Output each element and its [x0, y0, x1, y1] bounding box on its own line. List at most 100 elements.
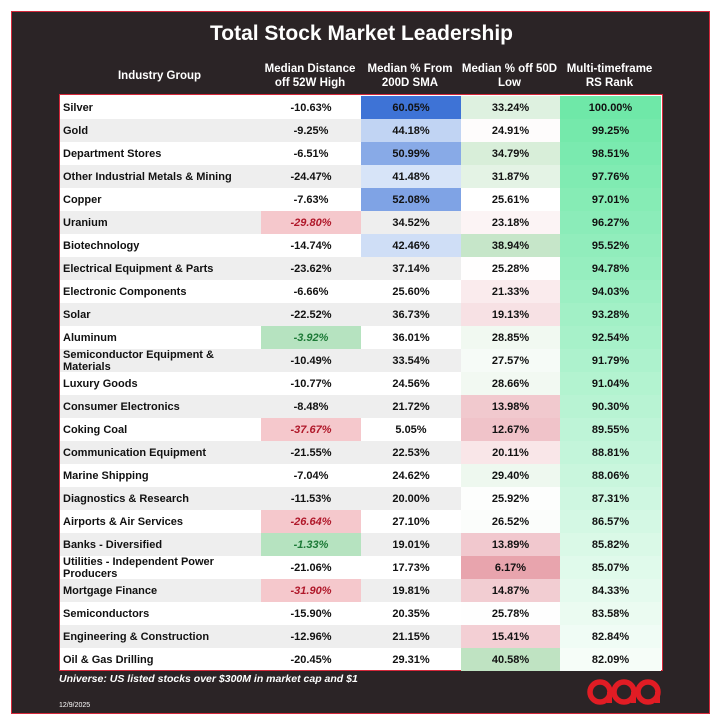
chart-title: Total Stock Market Leadership: [209, 22, 514, 45]
header-line: Median Distance: [264, 63, 356, 75]
cell-rs-rank: 91.79%: [560, 349, 661, 372]
cell-pct-50d-low: 25.78%: [461, 602, 560, 625]
cell-industry-group: Biotechnology: [63, 239, 140, 252]
date-label: 12/9/2025: [59, 702, 91, 709]
brand-logo-icon: [587, 679, 661, 705]
cell-pct-200d-sma: 27.10%: [392, 515, 430, 528]
header-pct-50d-low: Median % off 50D Low: [460, 58, 559, 94]
cell-industry-group: Mortgage Finance: [63, 584, 158, 597]
cell-rs-rank: 95.52%: [560, 234, 661, 257]
cell-pct-200d-sma: 21.15%: [392, 630, 430, 643]
header-line: off 52W High: [274, 77, 346, 89]
table-row: Solar -22.52% 36.73% 19.13% 93.28%: [60, 303, 661, 326]
cell-pct-200d-sma: 41.48%: [361, 165, 461, 188]
cell-dist-52w-high: -9.25%: [293, 124, 329, 137]
cell-rs-rank: 84.33%: [560, 579, 661, 602]
cell-dist-52w-high: -10.49%: [290, 354, 332, 367]
cell-industry-group: Oil & Gas Drilling: [63, 653, 154, 666]
cell-dist-52w-high: -6.66%: [293, 285, 329, 298]
cell-dist-52w-high: -1.33%: [261, 533, 361, 556]
cell-rs-rank: 99.25%: [560, 119, 661, 142]
table-row: Semiconductors -15.90% 20.35% 25.78% 83.58%: [60, 602, 661, 625]
cell-industry-group: Engineering & Construction: [63, 630, 210, 643]
cell-industry-group: Semiconductor Equipment & Materials: [63, 348, 214, 373]
cell-pct-200d-sma: 33.54%: [392, 354, 430, 367]
table-row: Airports & Air Services -26.64% 27.10% 26.5…: [60, 510, 661, 533]
cell-dist-52w-high: -7.63%: [293, 193, 329, 206]
cell-pct-50d-low: 27.57%: [461, 349, 560, 372]
table-header: Industry Group Median Distance off 52W Hig…: [12, 58, 711, 94]
cell-industry-group: Copper: [63, 193, 102, 206]
cell-pct-200d-sma: 22.53%: [392, 446, 430, 459]
cell-dist-52w-high: -31.90%: [261, 579, 361, 602]
table-row: Electrical Equipment & Parts -23.62% 37.14…: [60, 257, 661, 280]
cell-dist-52w-high: -10.77%: [290, 377, 332, 390]
cell-pct-50d-low: 19.13%: [461, 303, 560, 326]
cell-pct-50d-low: 25.92%: [461, 487, 560, 510]
cell-rs-rank: 96.27%: [560, 211, 661, 234]
cell-dist-52w-high: -14.74%: [290, 239, 332, 252]
cell-rs-rank: 87.31%: [560, 487, 661, 510]
cell-dist-52w-high: -21.55%: [290, 446, 332, 459]
cell-industry-group: Communication Equipment: [63, 446, 206, 459]
cell-pct-200d-sma: 24.56%: [392, 377, 430, 390]
cell-pct-200d-sma: 36.73%: [392, 308, 430, 321]
cell-industry-group: Consumer Electronics: [63, 400, 180, 413]
header-line: Median % off 50D: [461, 63, 558, 75]
cell-pct-50d-low: 25.61%: [461, 188, 560, 211]
cell-dist-52w-high: -37.67%: [261, 418, 361, 441]
cell-pct-200d-sma: 42.46%: [361, 234, 461, 257]
cell-dist-52w-high: -23.62%: [290, 262, 332, 275]
cell-rs-rank: 94.78%: [560, 257, 661, 280]
cell-pct-50d-low: 26.52%: [461, 510, 560, 533]
table-row: Biotechnology -14.74% 42.46% 38.94% 95.52%: [60, 234, 661, 257]
cell-rs-rank: 85.82%: [560, 533, 661, 556]
table-row: Consumer Electronics -8.48% 21.72% 13.98% 90…: [60, 395, 661, 418]
cell-rs-rank: 97.01%: [560, 188, 661, 211]
cell-rs-rank: 90.30%: [560, 395, 661, 418]
cell-pct-200d-sma: 44.18%: [361, 119, 461, 142]
cell-pct-200d-sma: 50.99%: [361, 142, 461, 165]
table-row: Mortgage Finance -31.90% 19.81% 14.87% 84.33…: [60, 579, 661, 602]
cell-rs-rank: 92.54%: [560, 326, 661, 349]
table-row: Uranium -29.80% 34.52% 23.18% 96.27%: [60, 211, 661, 234]
cell-pct-200d-sma: 52.08%: [361, 188, 461, 211]
cell-dist-52w-high: -7.04%: [293, 469, 329, 482]
cell-rs-rank: 98.51%: [560, 142, 661, 165]
header-line: RS Rank: [585, 77, 634, 89]
cell-pct-50d-low: 14.87%: [461, 579, 560, 602]
cell-pct-50d-low: 25.28%: [461, 257, 560, 280]
cell-dist-52w-high: -15.90%: [290, 607, 332, 620]
table-row: Electronic Components -6.66% 25.60% 21.33% 9…: [60, 280, 661, 303]
table-row: Gold -9.25% 44.18% 24.91% 99.25%: [60, 119, 661, 142]
cell-pct-200d-sma: 29.31%: [392, 653, 430, 666]
table-row: Aluminum -3.92% 36.01% 28.85% 92.54%: [60, 326, 661, 349]
header-line: Industry Group: [117, 70, 202, 82]
header-line: Median % From: [367, 63, 453, 75]
header-line: Low: [498, 77, 521, 89]
cell-industry-group: Uranium: [63, 216, 108, 229]
cell-pct-200d-sma: 17.73%: [392, 561, 430, 574]
cell-pct-200d-sma: 34.52%: [392, 216, 430, 229]
cell-pct-50d-low: 34.79%: [461, 142, 560, 165]
cell-industry-group: Luxury Goods: [63, 377, 138, 390]
cell-rs-rank: 91.04%: [560, 372, 661, 395]
table-row: Engineering & Construction -12.96% 21.15% 1…: [60, 625, 661, 648]
cell-rs-rank: 88.06%: [560, 464, 661, 487]
cell-pct-200d-sma: 20.00%: [392, 492, 430, 505]
table-row: Department Stores -6.51% 50.99% 34.79% 98.51…: [60, 142, 661, 165]
cell-industry-group: Airports & Air Services: [63, 515, 184, 528]
cell-pct-50d-low: 15.41%: [461, 625, 560, 648]
cell-rs-rank: 100.00%: [560, 96, 661, 119]
cell-rs-rank: 88.81%: [560, 441, 661, 464]
header-rs-rank: Multi-timeframe RS Rank: [559, 58, 660, 94]
cell-pct-200d-sma: 19.01%: [392, 538, 430, 551]
cell-industry-group: Solar: [63, 308, 91, 321]
cell-dist-52w-high: -6.51%: [293, 147, 329, 160]
cell-pct-200d-sma: 60.05%: [361, 96, 461, 119]
cell-industry-group: Department Stores: [63, 147, 162, 160]
cell-dist-52w-high: -24.47%: [290, 170, 332, 183]
cell-industry-group: Utilities - Independent Power Producers: [63, 555, 214, 580]
footnote: Universe: US listed stocks over $300M in…: [59, 673, 358, 685]
cell-industry-group: Banks - Diversified: [63, 538, 163, 551]
